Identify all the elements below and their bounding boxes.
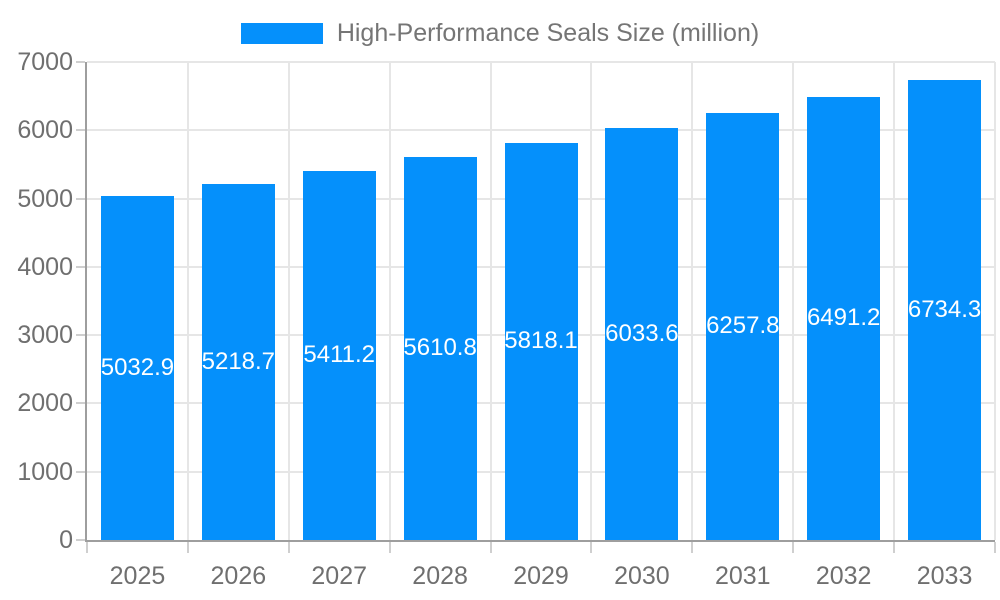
x-axis-tick bbox=[186, 542, 189, 553]
x-axis-tick bbox=[893, 542, 896, 553]
x-axis-label: 2030 bbox=[614, 562, 670, 590]
y-axis-label: 6000 bbox=[17, 116, 73, 145]
bar-value-label: 5610.8 bbox=[403, 334, 477, 362]
y-axis-label: 1000 bbox=[17, 457, 73, 486]
y-axis-label: 2000 bbox=[17, 389, 73, 418]
x-axis-tick bbox=[792, 542, 795, 553]
y-axis-label: 7000 bbox=[17, 48, 73, 76]
legend-label: High-Performance Seals Size (million) bbox=[336, 19, 760, 47]
gridline-vertical bbox=[489, 62, 492, 540]
gridline-vertical bbox=[691, 62, 694, 540]
legend-swatch bbox=[240, 23, 323, 44]
y-axis-label: 3000 bbox=[17, 321, 73, 350]
gridline-vertical bbox=[893, 62, 896, 540]
gridline-vertical bbox=[994, 62, 996, 540]
y-axis-label: 0 bbox=[59, 526, 73, 554]
x-axis-label: 2028 bbox=[412, 562, 468, 590]
x-axis-label: 2033 bbox=[916, 562, 973, 590]
y-axis-label: 5000 bbox=[17, 184, 73, 213]
bar[interactable]: 5218.7 bbox=[201, 183, 276, 540]
bar-value-label: 5032.9 bbox=[100, 354, 175, 382]
gridline-vertical bbox=[287, 62, 290, 540]
y-axis-tick bbox=[76, 265, 85, 268]
gridline-vertical bbox=[186, 62, 189, 540]
y-axis-tick bbox=[76, 61, 85, 63]
y-axis-tick bbox=[76, 470, 85, 473]
bar[interactable]: 6734.3 bbox=[908, 80, 981, 540]
bar[interactable]: 6257.8 bbox=[706, 112, 780, 540]
bar[interactable]: 6491.2 bbox=[806, 96, 881, 540]
x-axis-tick bbox=[994, 542, 996, 553]
gridline-horizontal bbox=[87, 61, 995, 63]
bar[interactable]: 5032.9 bbox=[101, 196, 174, 540]
bar[interactable]: 5411.2 bbox=[302, 170, 376, 540]
bar-value-label: 6257.8 bbox=[706, 312, 780, 340]
x-axis-tick bbox=[86, 542, 88, 553]
y-axis-tick bbox=[76, 129, 85, 132]
bar[interactable]: 5610.8 bbox=[403, 156, 477, 540]
x-axis-label: 2032 bbox=[815, 562, 872, 590]
x-axis-tick bbox=[590, 542, 593, 553]
y-axis-label: 4000 bbox=[17, 252, 73, 281]
x-axis-label: 2027 bbox=[311, 562, 368, 590]
bar-value-label: 5818.1 bbox=[504, 327, 578, 355]
legend[interactable]: High-Performance Seals Size (million) bbox=[0, 19, 1000, 48]
y-axis-tick bbox=[76, 334, 85, 337]
x-axis-label: 2025 bbox=[109, 562, 166, 590]
y-axis-tick bbox=[76, 197, 85, 200]
bar[interactable]: 6033.6 bbox=[605, 128, 679, 540]
bar-value-label: 6734.3 bbox=[907, 296, 982, 324]
x-axis-tick bbox=[287, 542, 290, 553]
plot-area: 0 1000 2000 3000 4000 5000 6000 7000 5032.9 2025 5… bbox=[17, 48, 996, 590]
gridline-vertical bbox=[792, 62, 795, 540]
x-axis-tick bbox=[691, 542, 694, 553]
x-axis-tick bbox=[489, 542, 492, 553]
gridline-vertical bbox=[590, 62, 593, 540]
x-axis-label: 2026 bbox=[210, 562, 267, 590]
bar-value-label: 6491.2 bbox=[806, 304, 881, 332]
gridline-vertical bbox=[388, 62, 391, 540]
x-axis-tick bbox=[388, 542, 391, 553]
bar-value-label: 6033.6 bbox=[605, 320, 679, 347]
x-axis-label: 2029 bbox=[513, 562, 569, 590]
bar-value-label: 5411.2 bbox=[303, 341, 376, 369]
x-axis-label: 2031 bbox=[714, 562, 771, 590]
y-axis-tick bbox=[76, 539, 85, 541]
gridline-horizontal bbox=[87, 129, 995, 132]
bar[interactable]: 5818.1 bbox=[504, 142, 578, 540]
bar-value-label: 5218.7 bbox=[201, 347, 276, 375]
y-axis-tick bbox=[76, 402, 85, 405]
